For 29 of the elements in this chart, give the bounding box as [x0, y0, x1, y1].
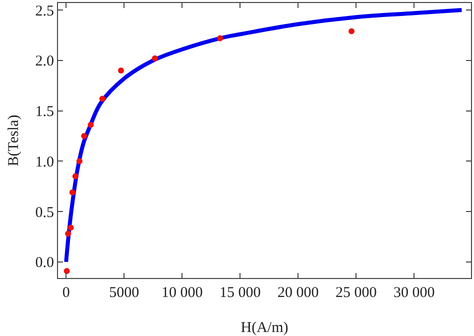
x-tick-label: 20 000 [278, 285, 319, 301]
point [72, 173, 78, 180]
y-tick-label: 2.5 [35, 3, 54, 20]
x-tick-label: 10 000 [162, 285, 203, 301]
x-axis-title: H(A/m) [240, 320, 288, 336]
point [81, 132, 88, 139]
x-tick-label: 0 [62, 285, 70, 301]
point [65, 230, 72, 237]
point [152, 55, 158, 62]
point [69, 189, 76, 196]
line-series [64, 8, 464, 264]
y-tick-label: 1.5 [35, 104, 54, 120]
y-tick-label: 0.0 [35, 255, 54, 272]
x-tick-label: 25 000 [336, 285, 377, 301]
point [348, 28, 355, 34]
x-tick-label: 30 000 [394, 285, 435, 301]
point [99, 96, 106, 102]
y-tick-label: 1.0 [35, 154, 54, 170]
x-tick-label: 5000 [109, 285, 140, 301]
y-tick-label: 0.5 [35, 204, 54, 221]
y-tick-label: 2.0 [35, 54, 54, 70]
y-axis-title: B(Tesla) [6, 114, 22, 166]
point [68, 224, 74, 231]
point [76, 158, 82, 164]
point [217, 35, 224, 42]
point [64, 268, 70, 274]
point [118, 67, 124, 74]
x-tick-label: 15 000 [220, 285, 261, 301]
point [88, 122, 94, 128]
